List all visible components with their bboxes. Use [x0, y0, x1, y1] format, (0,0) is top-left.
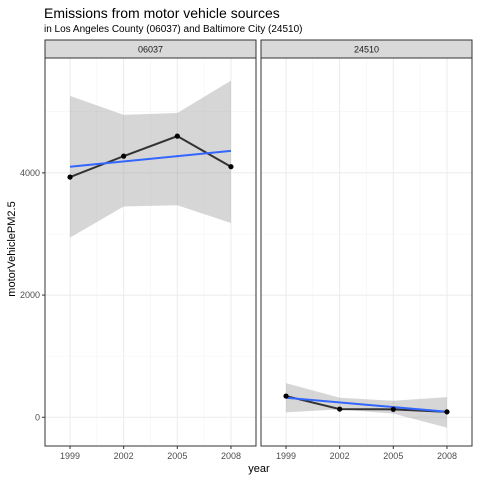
data-point [174, 133, 180, 139]
x-tick-label: 2005 [167, 451, 187, 461]
strip-label: 06037 [138, 45, 163, 55]
x-tick-label: 2008 [437, 451, 457, 461]
x-tick-label: 1999 [60, 451, 80, 461]
trend-line [285, 396, 448, 413]
observed-line [69, 135, 232, 179]
x-tick-label: 2002 [114, 451, 134, 461]
panel-border [44, 57, 257, 447]
trend-line [69, 149, 232, 168]
data-point [121, 153, 127, 159]
y-axis-title: motorVehiclePM2.5 [6, 201, 18, 296]
data-point [390, 406, 396, 412]
chart-subtitle: in Los Angeles County (06037) and Baltim… [44, 24, 302, 35]
facet-06037: 06037 1999 2002 2005 2008 0 2000 4000 [20, 39, 257, 461]
data-point [337, 406, 343, 412]
data-point [444, 409, 450, 415]
data-point [67, 174, 73, 180]
observed-line [285, 395, 448, 413]
x-tick-label: 2005 [383, 451, 403, 461]
y-tick-label: 0 [35, 412, 40, 422]
x-tick-label: 1999 [276, 451, 296, 461]
y-tick-label: 2000 [20, 290, 40, 300]
x-axis-title: year [248, 463, 270, 475]
panel-border [260, 57, 473, 447]
data-point [228, 164, 234, 170]
strip-label: 24510 [354, 45, 379, 55]
data-point [283, 393, 289, 399]
y-tick-label: 4000 [20, 168, 40, 178]
x-tick-label: 2002 [330, 451, 350, 461]
facet-24510: 24510 1999 2002 2005 2008 [260, 39, 473, 461]
x-tick-label: 2008 [221, 451, 241, 461]
chart-title: Emissions from motor vehicle sources [44, 5, 280, 21]
